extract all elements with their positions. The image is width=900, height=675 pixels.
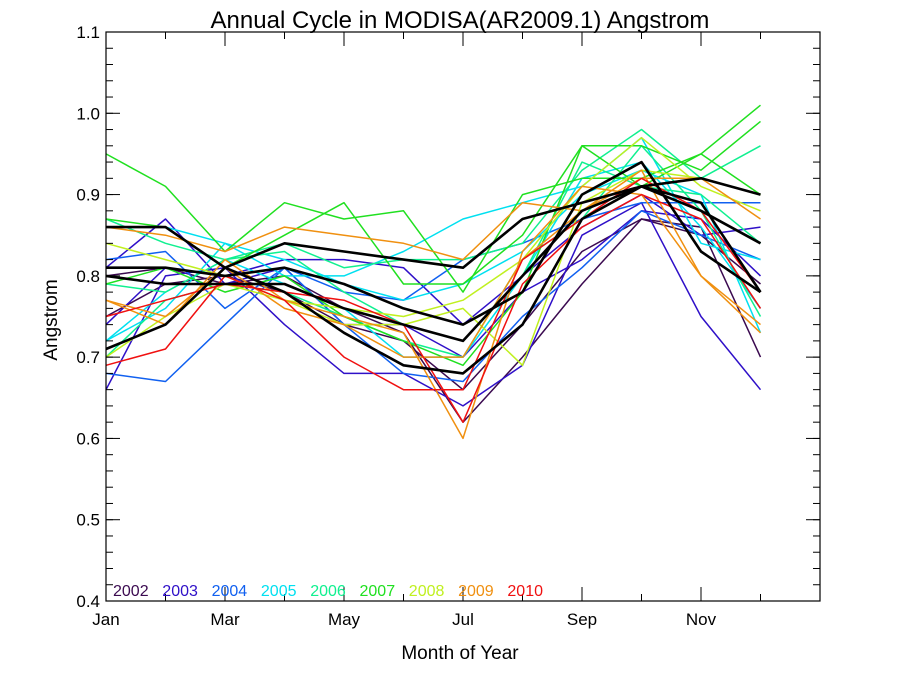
legend-item-2005: 2005	[261, 583, 297, 600]
x-axis-label: Month of Year	[401, 643, 519, 664]
chart-title: Annual Cycle in MODISA(AR2009.1) Angstro…	[211, 7, 710, 34]
y-tick-label: 1.0	[76, 104, 100, 123]
x-tick-label: Nov	[686, 610, 717, 629]
x-tick-label: Jan	[92, 610, 119, 629]
y-tick-label: 0.8	[76, 267, 100, 286]
legend-item-2007: 2007	[360, 583, 396, 600]
series-line-2010-21	[105, 177, 762, 391]
legend-item-2006: 2006	[310, 583, 346, 600]
series-line-2003-2	[105, 201, 762, 407]
x-tick-label: Sep	[567, 610, 597, 629]
x-tick-label: May	[328, 610, 361, 629]
legend-item-2009: 2009	[458, 583, 494, 600]
series-line-2008-17	[105, 136, 761, 358]
y-tick-label: 0.7	[76, 348, 100, 367]
series-line-2004-5	[105, 210, 761, 383]
legend-item-2010: 2010	[507, 583, 543, 600]
legend-item-2003: 2003	[162, 583, 198, 600]
series-line-2002-0	[105, 218, 762, 423]
series-layer	[105, 104, 762, 440]
x-tick-label: Jul	[452, 610, 474, 629]
series-line-mean-24	[106, 160, 762, 326]
series-line-2009-18	[105, 185, 762, 440]
y-tick-label: 0.5	[76, 511, 100, 530]
y-tick-label: 0.9	[76, 186, 100, 205]
y-tick-label: 0.6	[76, 429, 100, 448]
y-axis-label: Angstrom	[41, 279, 62, 360]
series-line-mean-25	[105, 185, 762, 343]
legend-item-2008: 2008	[409, 583, 445, 600]
series-line-2004-6	[105, 201, 761, 310]
series-line-2002-1	[105, 218, 761, 391]
y-tick-label: 1.1	[76, 23, 100, 42]
plot-frame	[105, 31, 821, 602]
x-tick-label: Mar	[210, 610, 240, 629]
series-line-mean-23	[106, 177, 761, 270]
series-line-2006-10	[105, 128, 761, 293]
series-line-2010-22	[105, 193, 762, 423]
ticks-layer: Jan Mar May Jul Sep Nov 0.4 0.5 0.6 0.7 0.8 0.9 1.0 1…	[76, 23, 821, 629]
series-line-2008-16	[105, 169, 761, 367]
legend: 2002 2003 2004 2005 2006 2007 2008 2009 2010	[113, 583, 543, 600]
legend-item-2004: 2004	[212, 583, 248, 600]
legend-item-2002: 2002	[113, 583, 149, 600]
y-tick-label: 0.4	[76, 592, 100, 611]
series-line-mean-26	[105, 185, 762, 375]
